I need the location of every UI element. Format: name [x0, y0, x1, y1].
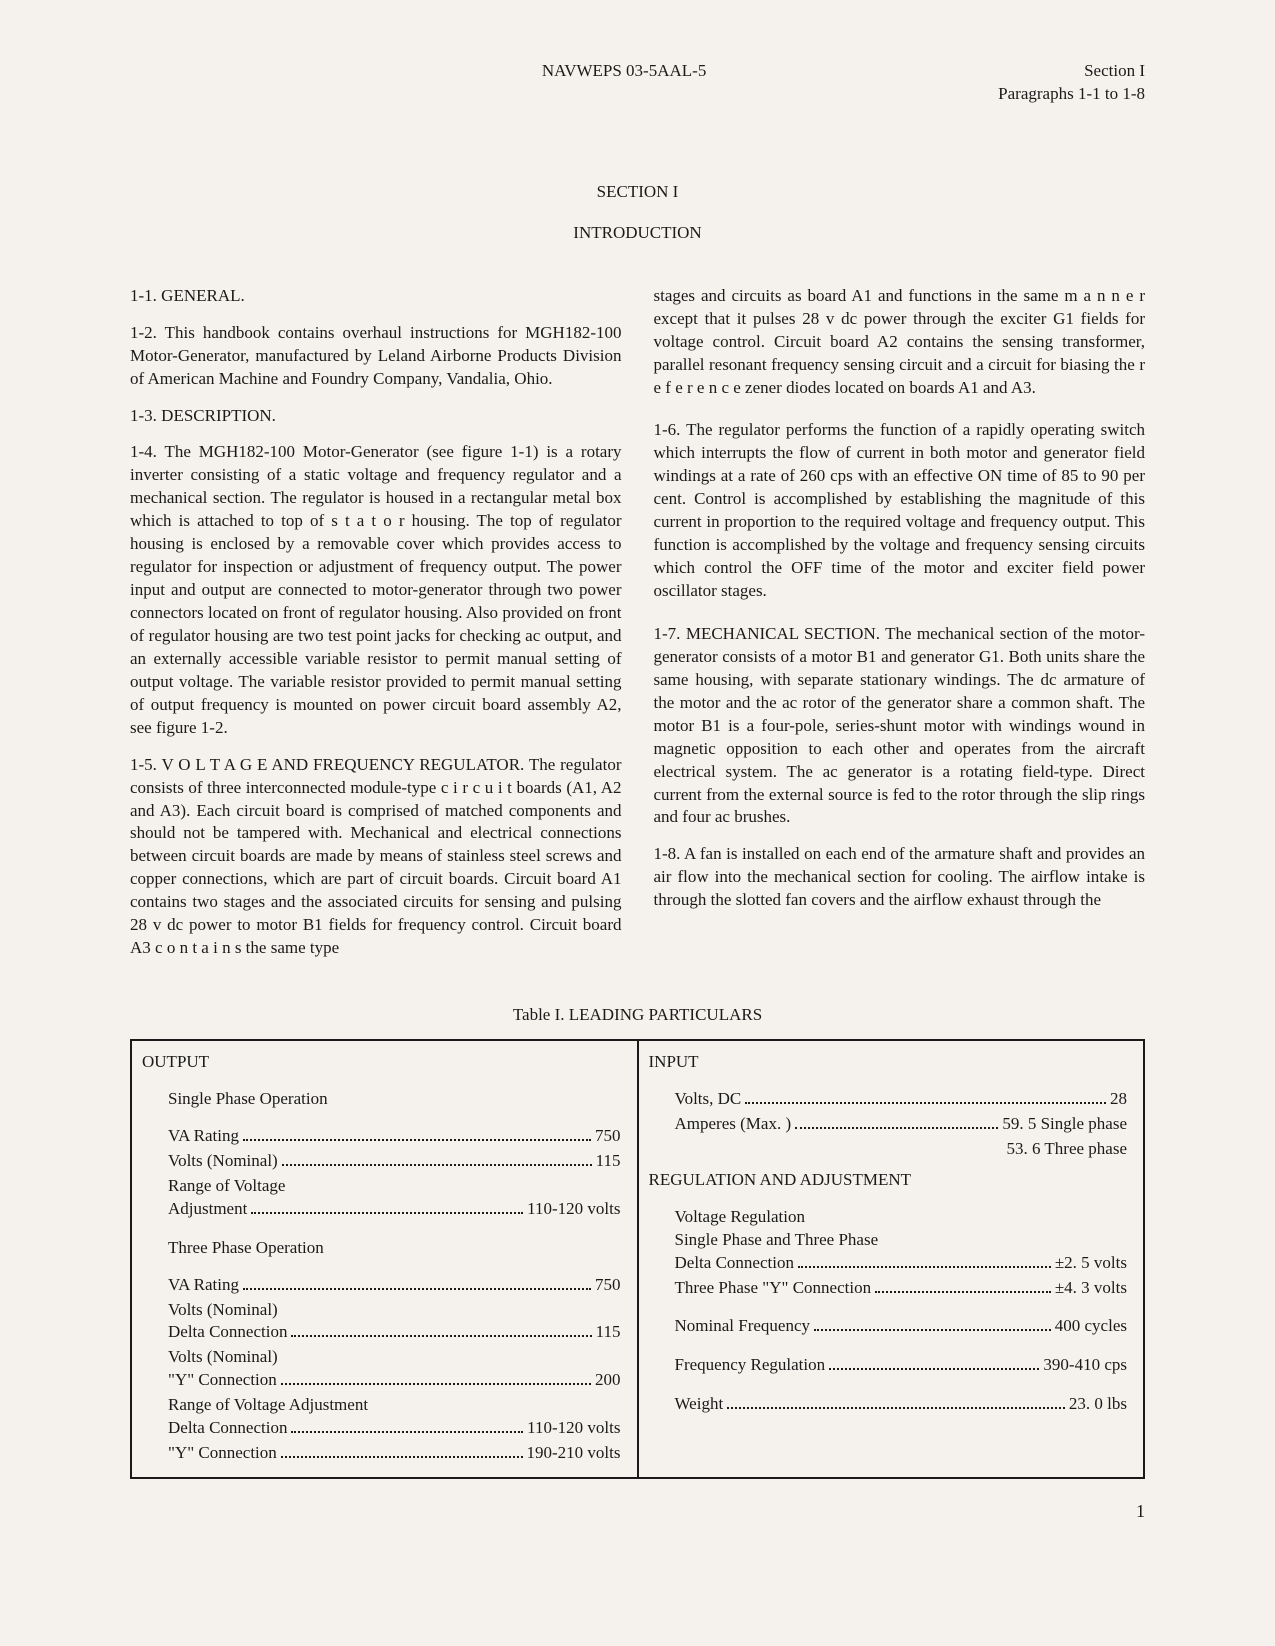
- para-1-1: 1-1. GENERAL.: [130, 285, 622, 308]
- para-1-2: 1-2. This handbook contains overhaul ins…: [130, 322, 622, 391]
- table-output-column: OUTPUT Single Phase Operation VA Rating …: [132, 1041, 639, 1477]
- section-heading: SECTION I: [130, 181, 1145, 204]
- paragraph-range: Paragraphs 1-1 to 1-8: [998, 83, 1145, 106]
- va-rating3-row: VA Rating 750: [142, 1274, 621, 1297]
- right-column: stages and circuits as board A1 and func…: [654, 285, 1146, 974]
- single-phase-label: Single Phase Operation: [142, 1088, 621, 1111]
- volts-nominal2-label: Volts (Nominal): [142, 1299, 621, 1322]
- delta-reg-row: Delta Connection ±2. 5 volts: [649, 1252, 1128, 1275]
- page-number: 1: [130, 1499, 1145, 1523]
- range-label: Range of Voltage: [142, 1175, 621, 1198]
- weight-row: Weight 23. 0 lbs: [649, 1393, 1128, 1416]
- three-phase-label: Three Phase Operation: [142, 1237, 621, 1260]
- amperes-row: Amperes (Max. ) 59. 5 Single phase: [649, 1113, 1128, 1136]
- regulation-heading: REGULATION AND ADJUSTMENT: [649, 1169, 1128, 1192]
- intro-heading: INTRODUCTION: [130, 222, 1145, 245]
- page-header: NAVWEPS 03-5AAL-5 Section I Paragraphs 1…: [130, 60, 1145, 106]
- left-column: 1-1. GENERAL. 1-2. This handbook contain…: [130, 285, 622, 974]
- para-1-5: 1-5. V O L T A G E AND FREQUENCY REGULAT…: [130, 754, 622, 960]
- output-heading: OUTPUT: [142, 1051, 621, 1074]
- y-row: "Y" Connection 200: [142, 1369, 621, 1392]
- para-1-5-cont: stages and circuits as board A1 and func…: [654, 285, 1146, 400]
- volt-reg-label: Voltage Regulation: [649, 1206, 1128, 1229]
- para-1-7: 1-7. MECHANICAL SECTION. The mechanical …: [654, 623, 1146, 829]
- delta-row: Delta Connection 115: [142, 1321, 621, 1344]
- adjustment-row: Adjustment 110-120 volts: [142, 1198, 621, 1221]
- amperes-row2: 53. 6 Three phase: [649, 1138, 1128, 1161]
- section-label: Section I: [998, 60, 1145, 83]
- table-title: Table I. LEADING PARTICULARS: [130, 1004, 1145, 1027]
- body-content: 1-1. GENERAL. 1-2. This handbook contain…: [130, 285, 1145, 974]
- phase-label: Single Phase and Three Phase: [649, 1229, 1128, 1252]
- y-reg-row: Three Phase "Y" Connection ±4. 3 volts: [649, 1277, 1128, 1300]
- input-heading: INPUT: [649, 1051, 1128, 1074]
- document-id: NAVWEPS 03-5AAL-5: [542, 61, 707, 80]
- para-1-4: 1-4. The MGH182-100 Motor-Generator (see…: [130, 441, 622, 739]
- para-1-8: 1-8. A fan is installed on each end of t…: [654, 843, 1146, 912]
- freq-reg-row: Frequency Regulation 390-410 cps: [649, 1354, 1128, 1377]
- y2-row: "Y" Connection 190-210 volts: [142, 1442, 621, 1465]
- volts-nominal3-label: Volts (Nominal): [142, 1346, 621, 1369]
- para-1-6: 1-6. The regulator performs the function…: [654, 419, 1146, 603]
- range2-label: Range of Voltage Adjustment: [142, 1394, 621, 1417]
- volts-dc-row: Volts, DC 28: [649, 1088, 1128, 1111]
- freq-row: Nominal Frequency 400 cycles: [649, 1315, 1128, 1338]
- para-1-3: 1-3. DESCRIPTION.: [130, 405, 622, 428]
- volts-nominal-row: Volts (Nominal) 115: [142, 1150, 621, 1173]
- delta2-row: Delta Connection 110-120 volts: [142, 1417, 621, 1440]
- leading-particulars-table: OUTPUT Single Phase Operation VA Rating …: [130, 1039, 1145, 1479]
- table-input-column: INPUT Volts, DC 28 Amperes (Max. ) 59. 5…: [639, 1041, 1144, 1477]
- va-rating-row: VA Rating 750: [142, 1125, 621, 1148]
